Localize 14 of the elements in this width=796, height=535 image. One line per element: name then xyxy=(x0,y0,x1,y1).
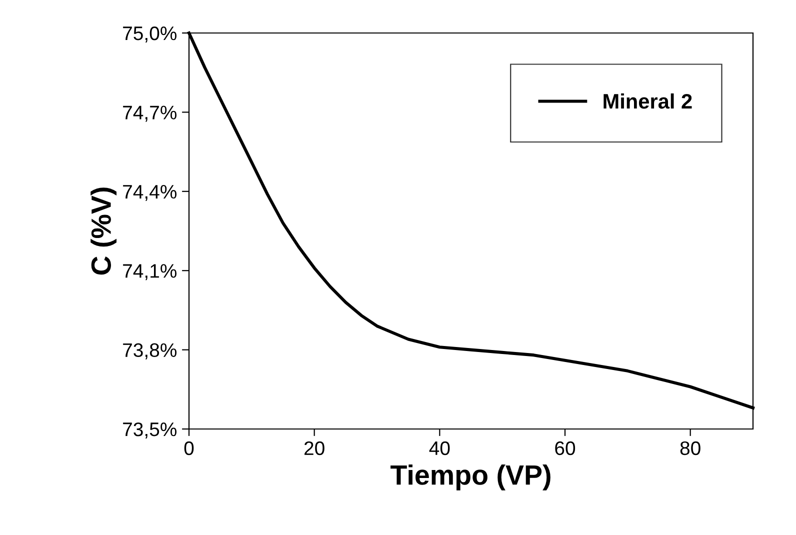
y-axis-title: C (%V) xyxy=(90,188,117,275)
x-tick-label: 20 xyxy=(304,441,324,456)
y-tick-label: 73,8% xyxy=(123,343,177,360)
x-axis-title: Tiempo (VP) xyxy=(390,464,550,490)
x-tick-label: 80 xyxy=(680,441,700,456)
x-tick-label: 40 xyxy=(429,441,450,456)
x-tick-label: 0 xyxy=(184,441,194,456)
legend-label: Mineral 2 xyxy=(604,93,692,109)
y-tick-label: 74,7% xyxy=(123,106,177,122)
y-tick-label: 75,0% xyxy=(123,26,177,43)
y-tick-label: 73,5% xyxy=(123,422,177,439)
y-tick-label: 74,1% xyxy=(123,264,177,280)
x-tick-label: 60 xyxy=(555,441,576,456)
y-tick-label: 74,4% xyxy=(123,184,177,201)
